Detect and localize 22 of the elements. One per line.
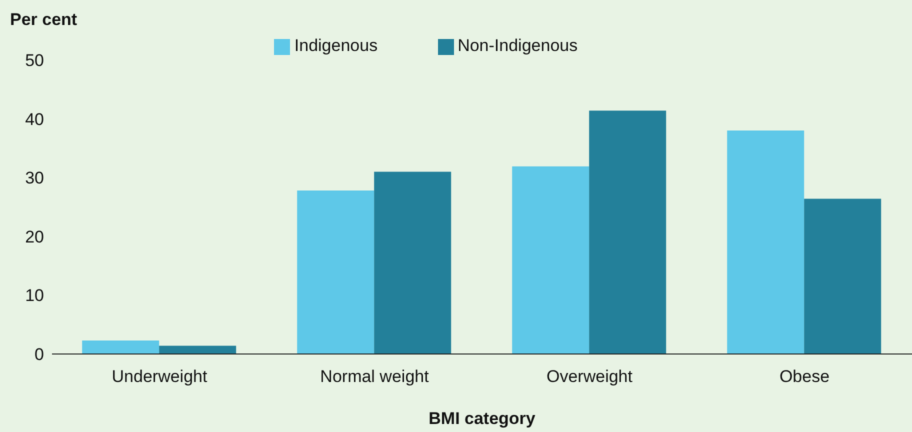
x-axis-title: BMI category [428,409,536,428]
bar [297,190,374,354]
legend-label: Non-Indigenous [458,36,578,55]
bar [512,166,590,354]
x-tick-label: Overweight [546,367,633,386]
y-tick-label: 10 [25,286,44,306]
x-tick-label: Underweight [112,367,208,386]
bar [804,198,882,354]
x-tick-label: Obese [779,367,830,386]
y-tick-label: 0 [34,345,44,364]
bar [589,110,666,354]
bar [82,340,160,354]
y-axis-title: Per cent [10,10,78,30]
y-tick-label: 20 [25,227,44,246]
y-tick-label: 30 [25,168,44,188]
bar [374,172,452,354]
legend-label: Indigenous [294,36,378,55]
bar [159,346,236,354]
x-tick-label: Normal weight [320,367,430,386]
y-tick-label: 50 [25,51,44,70]
bar [727,130,804,354]
y-tick-label: 40 [25,110,44,129]
